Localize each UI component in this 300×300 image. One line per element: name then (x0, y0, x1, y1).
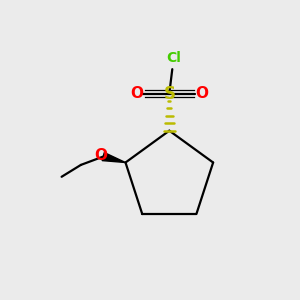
Polygon shape (102, 152, 125, 163)
Text: O: O (94, 148, 107, 163)
Text: O: O (130, 86, 143, 101)
Text: O: O (196, 86, 208, 101)
Text: Cl: Cl (166, 51, 181, 65)
Text: S: S (163, 85, 175, 103)
